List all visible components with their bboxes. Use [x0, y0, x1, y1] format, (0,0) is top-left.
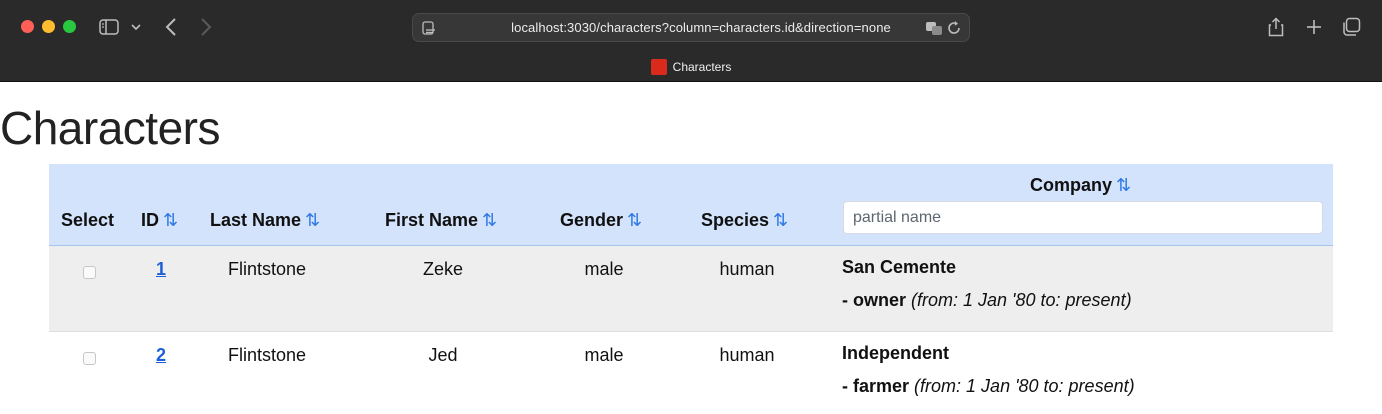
role-dates: (from: 1 Jan '80 to: present): [911, 290, 1132, 310]
table-header: Select ID ⇅ Last Name ⇅ First Name ⇅ Gen…: [49, 164, 1333, 246]
window-controls: [21, 20, 76, 33]
sidebar-toggle-icon[interactable]: [97, 14, 121, 40]
last-name-cell: Flintstone: [227, 259, 307, 279]
tab-overview-icon[interactable]: [1338, 14, 1364, 40]
species-cell: human: [719, 345, 775, 365]
company-cell: Independent - farmer (from: 1 Jan '80 to…: [842, 343, 1322, 397]
role-dates: (from: 1 Jan '80 to: present): [914, 376, 1135, 396]
header-species[interactable]: Species ⇅: [701, 210, 788, 231]
header-last-name-label[interactable]: Last Name: [210, 210, 302, 230]
tab-characters[interactable]: Characters: [0, 58, 1382, 76]
sort-icon[interactable]: ⇅: [627, 210, 643, 230]
header-company-label[interactable]: Company: [1030, 175, 1113, 195]
header-id[interactable]: ID ⇅: [141, 210, 178, 231]
row-select-checkbox[interactable]: [83, 352, 96, 365]
header-species-label[interactable]: Species: [701, 210, 770, 230]
sort-icon[interactable]: ⇅: [1116, 175, 1132, 195]
company-filter-input[interactable]: [843, 201, 1323, 234]
minimize-window-button[interactable]: [42, 20, 55, 33]
role-title: - farmer: [842, 376, 910, 396]
header-id-label[interactable]: ID: [141, 210, 159, 230]
translate-icon[interactable]: [925, 20, 943, 36]
header-gender-label[interactable]: Gender: [560, 210, 624, 230]
page-icon: [422, 21, 435, 35]
tab-title: Characters: [672, 60, 732, 74]
characters-table: Select ID ⇅ Last Name ⇅ First Name ⇅ Gen…: [49, 164, 1333, 414]
sort-icon[interactable]: ⇅: [163, 210, 179, 230]
favicon-icon: [650, 59, 667, 75]
character-id-link[interactable]: 2: [155, 345, 166, 365]
company-name: San Cemente: [842, 257, 957, 277]
company-role: - owner (from: 1 Jan '80 to: present): [842, 290, 1322, 311]
browser-toolbar: localhost:3030/characters?column=charact…: [0, 0, 1382, 82]
company-name: Independent: [842, 343, 949, 363]
species-cell: human: [719, 259, 775, 279]
header-select-label: Select: [61, 210, 115, 230]
new-tab-icon[interactable]: [1301, 14, 1327, 40]
header-company[interactable]: Company ⇅: [1030, 175, 1131, 196]
company-role: - farmer (from: 1 Jan '80 to: present): [842, 376, 1322, 397]
first-name-cell: Zeke: [422, 259, 464, 279]
first-name-cell: Jed: [428, 345, 458, 365]
sort-icon[interactable]: ⇅: [773, 210, 789, 230]
sort-icon[interactable]: ⇅: [305, 210, 321, 230]
chevron-down-icon[interactable]: [128, 14, 144, 40]
gender-cell: male: [584, 259, 624, 279]
sort-icon[interactable]: ⇅: [482, 210, 498, 230]
header-first-name[interactable]: First Name ⇅: [385, 210, 497, 231]
row-select-checkbox[interactable]: [83, 266, 96, 279]
character-id-link[interactable]: 1: [155, 259, 166, 279]
last-name-cell: Flintstone: [227, 345, 307, 365]
forward-arrow-icon[interactable]: [194, 14, 218, 40]
page-title: Characters: [0, 102, 220, 154]
url-text[interactable]: localhost:3030/characters?column=charact…: [511, 20, 891, 35]
table-row: 2 Flintstone Jed male human Independent …: [49, 332, 1333, 414]
share-icon[interactable]: [1264, 14, 1288, 40]
role-title: - owner: [842, 290, 907, 310]
header-gender[interactable]: Gender ⇅: [560, 210, 642, 231]
reload-icon[interactable]: [946, 20, 962, 36]
table-row: 1 Flintstone Zeke male human San Cemente…: [49, 246, 1333, 332]
back-arrow-icon[interactable]: [159, 14, 183, 40]
zoom-window-button[interactable]: [63, 20, 76, 33]
company-cell: San Cemente - owner (from: 1 Jan '80 to:…: [842, 257, 1322, 311]
header-last-name[interactable]: Last Name ⇅: [210, 210, 320, 231]
address-bar[interactable]: localhost:3030/characters?column=charact…: [412, 13, 970, 42]
header-first-name-label[interactable]: First Name: [385, 210, 479, 230]
close-window-button[interactable]: [21, 20, 34, 33]
gender-cell: male: [584, 345, 624, 365]
header-select: Select: [61, 210, 114, 231]
